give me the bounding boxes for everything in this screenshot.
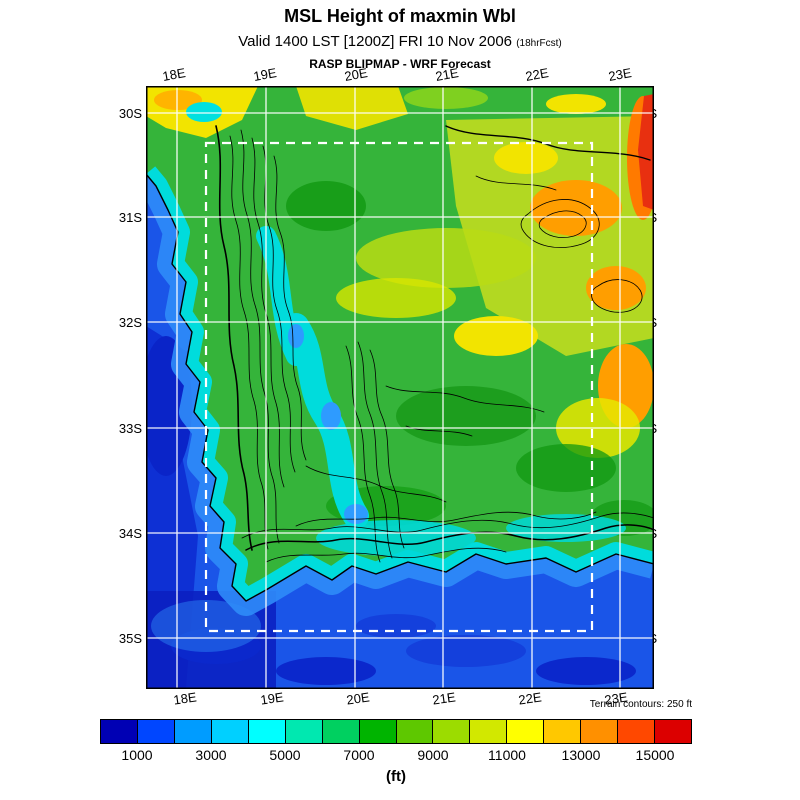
- map-border: [146, 86, 654, 689]
- colorbar-cell: [544, 720, 582, 743]
- y-tick-label: 31S: [118, 210, 142, 225]
- colorbar-tick-label: 15000: [635, 747, 675, 763]
- colorbar-cells: [100, 719, 692, 744]
- forecast-hour-tag: (18hrFcst): [516, 38, 562, 49]
- colorbar-tick-label: 7000: [343, 747, 375, 763]
- coastline: [146, 173, 654, 602]
- valid-time-text: Valid 1400 LST [1200Z] FRI 10 Nov 2006: [238, 33, 513, 50]
- map-canvas: [146, 86, 654, 689]
- colorbar-cell: [174, 720, 212, 743]
- colorbar-tick-label: 11000: [488, 747, 526, 763]
- colorbar-cell: [581, 720, 619, 743]
- graticule: [146, 86, 654, 689]
- colorbar-cell: [618, 720, 656, 743]
- domain-box: [204, 141, 594, 633]
- colorbar-tick-label: 5000: [269, 747, 301, 763]
- model-line: RASP BLIPMAP - WRF Forecast: [309, 57, 491, 71]
- colorbar-cell: [101, 720, 138, 743]
- y-tick-label: 32S: [118, 315, 142, 330]
- y-tick-label: 35S: [118, 631, 142, 646]
- y-tick-label: 33S: [118, 421, 142, 436]
- page-title: MSL Height of maxmin Wbl: [284, 6, 516, 26]
- colorbar-tick-label: 1000: [121, 747, 153, 763]
- colorbar-cell: [137, 720, 175, 743]
- colorbar-cell: [211, 720, 249, 743]
- colorbar-tick-label: 3000: [195, 747, 227, 763]
- colorbar-cell: [322, 720, 360, 743]
- colorbar-cell: [285, 720, 323, 743]
- colorbar-cell: [396, 720, 434, 743]
- x-tick-label: 20E: [345, 689, 371, 708]
- colorbar-units: (ft): [386, 768, 406, 785]
- colorbar-cell: [655, 720, 691, 743]
- valid-time-line: Valid 1400 LST [1200Z] FRI 10 Nov 2006 (…: [0, 33, 800, 50]
- y-tick-label: 34S: [118, 526, 142, 541]
- y-tick-label: 30S: [118, 106, 142, 121]
- colorbar-cell: [359, 720, 397, 743]
- x-tick-label: 21E: [431, 689, 457, 708]
- x-tick-label: 19E: [259, 689, 285, 708]
- colorbar-cell: [433, 720, 471, 743]
- terrain-contour-note: Terrain contours: 250 ft: [589, 699, 692, 710]
- colorbar-ticks: 1000 3000 5000 7000 9000 11000 13000 15000: [100, 747, 692, 764]
- colorbar-tick-label: 13000: [561, 747, 601, 763]
- colorbar-cell: [248, 720, 286, 743]
- colorbar-cell: [470, 720, 508, 743]
- x-tick-label: 18E: [172, 689, 198, 708]
- map-svg: [146, 86, 654, 689]
- colorbar-tick-label: 9000: [417, 747, 449, 763]
- colorbar-cell: [507, 720, 545, 743]
